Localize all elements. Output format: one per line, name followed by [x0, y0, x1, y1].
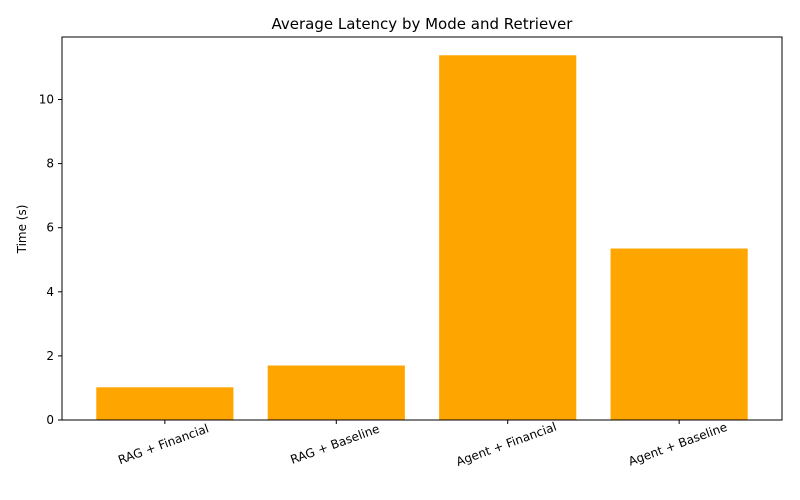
y-ticks-group: 0 2 4 6 8 10 — [39, 92, 62, 427]
bar-agent-financial — [439, 55, 577, 421]
x-tick-label: Agent + Financial — [454, 420, 558, 469]
chart-title: Average Latency by Mode and Retriever — [272, 15, 574, 33]
y-axis-label: Time (s) — [15, 205, 29, 255]
bar-rag-baseline — [267, 365, 405, 420]
x-tick-label: RAG + Financial — [116, 421, 210, 467]
bars-group — [96, 55, 748, 421]
x-ticks-group: RAG + Financial RAG + Baseline Agent + Fin… — [116, 420, 729, 469]
bar-agent-baseline — [610, 248, 748, 420]
y-tick-label: 10 — [39, 92, 54, 106]
y-tick-label: 4 — [46, 285, 54, 299]
y-tick-label: 8 — [46, 157, 54, 171]
bar-rag-financial — [96, 387, 234, 420]
x-tick-label: Agent + Baseline — [626, 420, 729, 469]
plot-frame — [61, 36, 783, 421]
y-tick-label: 6 — [46, 221, 54, 235]
y-tick-label: 2 — [46, 349, 54, 363]
y-tick-label: 0 — [46, 413, 54, 427]
x-tick-label: RAG + Baseline — [288, 422, 381, 467]
